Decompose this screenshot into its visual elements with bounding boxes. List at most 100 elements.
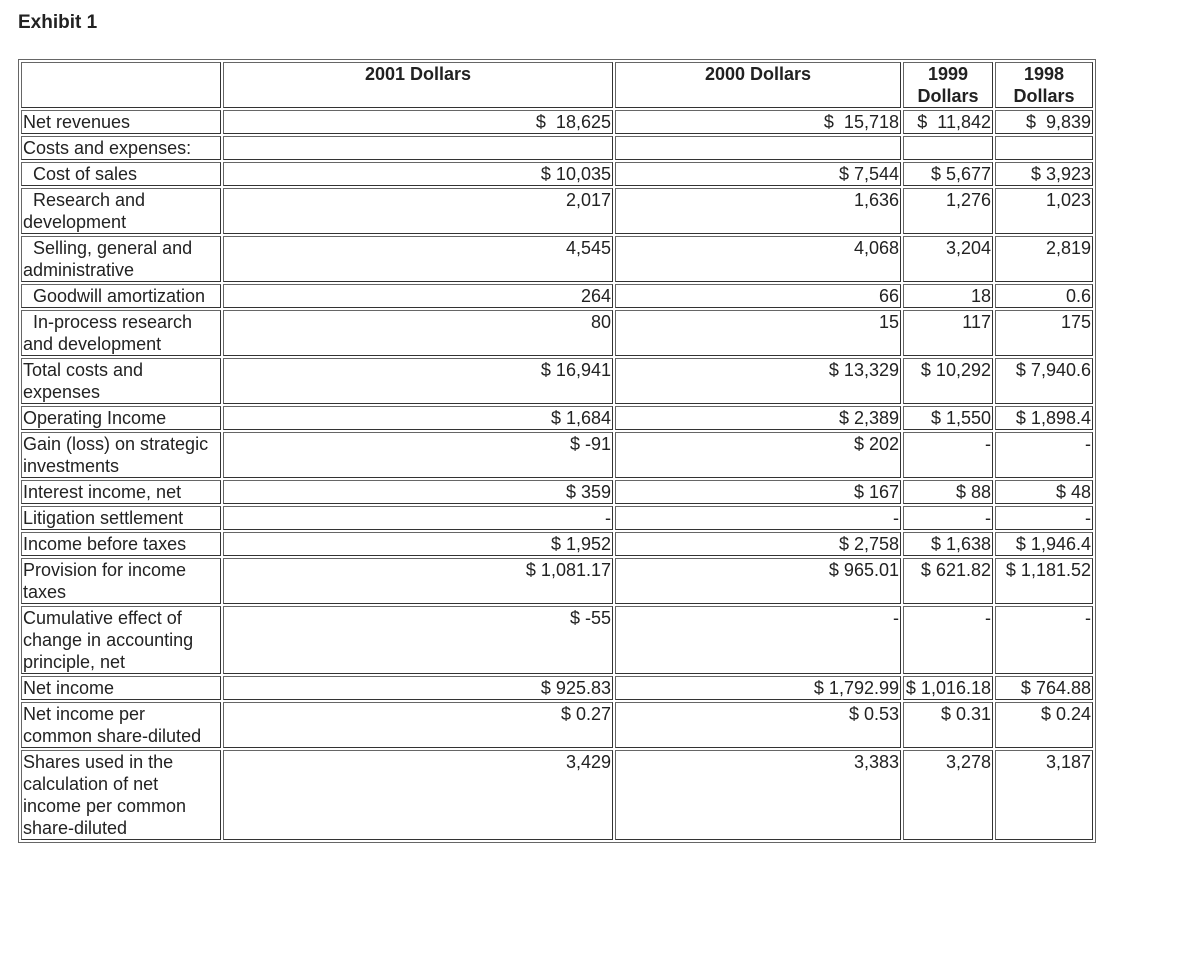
table-row: Litigation settlement - - - - bbox=[21, 506, 1093, 530]
row-label: Selling, general and administrative bbox=[21, 236, 221, 282]
table-row: Net income $ 925.83 $ 1,792.99 $ 1,016.18 $ … bbox=[21, 676, 1093, 700]
cell-2001: - bbox=[223, 506, 613, 530]
cell-2001: $ 10,035 bbox=[223, 162, 613, 186]
row-label: Operating Income bbox=[21, 406, 221, 430]
cell-1998: $ 1,898.4 bbox=[995, 406, 1093, 430]
row-label: Cost of sales bbox=[21, 162, 221, 186]
table-row: Net income per common share-diluted $ 0.2… bbox=[21, 702, 1093, 748]
cell-2000: $ 7,544 bbox=[615, 162, 901, 186]
cell-2001: $ 925.83 bbox=[223, 676, 613, 700]
row-label: Costs and expenses: bbox=[21, 136, 221, 160]
cell-1999: $ 88 bbox=[903, 480, 993, 504]
cell-2000: 4,068 bbox=[615, 236, 901, 282]
cell-2001: 3,429 bbox=[223, 750, 613, 840]
cell-1998: 0.6 bbox=[995, 284, 1093, 308]
cell-1998: 3,187 bbox=[995, 750, 1093, 840]
cell-1999: - bbox=[903, 506, 993, 530]
row-label: Total costs and expenses bbox=[21, 358, 221, 404]
cell-2001: $ 1,952 bbox=[223, 532, 613, 556]
cell-2001: $ 0.27 bbox=[223, 702, 613, 748]
cell-1998: - bbox=[995, 432, 1093, 478]
cell-1998: $ 1,181.52 bbox=[995, 558, 1093, 604]
table-row: Research and development 2,017 1,636 1,276 1… bbox=[21, 188, 1093, 234]
cell-1999: $ 10,292 bbox=[903, 358, 993, 404]
cell-2000: 66 bbox=[615, 284, 901, 308]
cell-1998: $ 764.88 bbox=[995, 676, 1093, 700]
cell-1999: 3,204 bbox=[903, 236, 993, 282]
cell-1999: $ 1,550 bbox=[903, 406, 993, 430]
table-row: Goodwill amortization 264 66 18 0.6 bbox=[21, 284, 1093, 308]
cell-1998: $ 7,940.6 bbox=[995, 358, 1093, 404]
table-row: Total costs and expenses $ 16,941 $ 13,329… bbox=[21, 358, 1093, 404]
row-label: Research and development bbox=[21, 188, 221, 234]
cell-1999: $ 1,638 bbox=[903, 532, 993, 556]
cell-1998: 2,819 bbox=[995, 236, 1093, 282]
cell-2000: $ 15,718 bbox=[615, 110, 901, 134]
row-label: Gain (loss) on strategic investments bbox=[21, 432, 221, 478]
column-header-2001: 2001 Dollars bbox=[223, 62, 613, 108]
cell-2000: $ 1,792.99 bbox=[615, 676, 901, 700]
cell-2000: $ 167 bbox=[615, 480, 901, 504]
column-header-2000: 2000 Dollars bbox=[615, 62, 901, 108]
cell-2001: $ 359 bbox=[223, 480, 613, 504]
table-row: Operating Income $ 1,684 $ 2,389 $ 1,550 $ 1… bbox=[21, 406, 1093, 430]
cell-1998: - bbox=[995, 506, 1093, 530]
cell-2001 bbox=[223, 136, 613, 160]
cell-1998: 1,023 bbox=[995, 188, 1093, 234]
cell-1998: $ 0.24 bbox=[995, 702, 1093, 748]
cell-2001: 4,545 bbox=[223, 236, 613, 282]
table-row: Cumulative effect of change in accountin… bbox=[21, 606, 1093, 674]
cell-1999 bbox=[903, 136, 993, 160]
cell-2001: $ -91 bbox=[223, 432, 613, 478]
cell-2000: $ 202 bbox=[615, 432, 901, 478]
row-label: Cumulative effect of change in accountin… bbox=[21, 606, 221, 674]
cell-1999: $ 5,677 bbox=[903, 162, 993, 186]
cell-1999: 1,276 bbox=[903, 188, 993, 234]
row-label: Net income per common share-diluted bbox=[21, 702, 221, 748]
cell-2000: $ 2,758 bbox=[615, 532, 901, 556]
table-row: Income before taxes $ 1,952 $ 2,758 $ 1,638… bbox=[21, 532, 1093, 556]
cell-1999: $ 11,842 bbox=[903, 110, 993, 134]
cell-1999: $ 0.31 bbox=[903, 702, 993, 748]
table-row: Interest income, net $ 359 $ 167 $ 88 $ 48 bbox=[21, 480, 1093, 504]
cell-2000: 1,636 bbox=[615, 188, 901, 234]
cell-2000: 3,383 bbox=[615, 750, 901, 840]
cell-2000: $ 965.01 bbox=[615, 558, 901, 604]
row-label: Net revenues bbox=[21, 110, 221, 134]
table-row: Costs and expenses: bbox=[21, 136, 1093, 160]
column-header-1999: 1999 Dollars bbox=[903, 62, 993, 108]
header-row: 2001 Dollars 2000 Dollars 1999 Dollars 1… bbox=[21, 62, 1093, 108]
cell-2000: - bbox=[615, 506, 901, 530]
table-row: Provision for income taxes $ 1,081.17 $ 96… bbox=[21, 558, 1093, 604]
table-row: Cost of sales $ 10,035 $ 7,544 $ 5,677 $ 3,9… bbox=[21, 162, 1093, 186]
cell-1999: 3,278 bbox=[903, 750, 993, 840]
cell-1998: 175 bbox=[995, 310, 1093, 356]
cell-2000: $ 13,329 bbox=[615, 358, 901, 404]
row-label: Shares used in the calculation of net in… bbox=[21, 750, 221, 840]
cell-1998: $ 48 bbox=[995, 480, 1093, 504]
cell-1999: $ 621.82 bbox=[903, 558, 993, 604]
table-row: Gain (loss) on strategic investments $ -9… bbox=[21, 432, 1093, 478]
cell-1998 bbox=[995, 136, 1093, 160]
column-header-label bbox=[21, 62, 221, 108]
cell-1999: $ 1,016.18 bbox=[903, 676, 993, 700]
row-label: Litigation settlement bbox=[21, 506, 221, 530]
cell-2001: $ 1,684 bbox=[223, 406, 613, 430]
table-row: Selling, general and administrative 4,545… bbox=[21, 236, 1093, 282]
table-row: Shares used in the calculation of net in… bbox=[21, 750, 1093, 840]
cell-1999: 18 bbox=[903, 284, 993, 308]
exhibit-title: Exhibit 1 bbox=[18, 12, 98, 33]
cell-2000: $ 2,389 bbox=[615, 406, 901, 430]
cell-2000 bbox=[615, 136, 901, 160]
cell-1998: $ 1,946.4 bbox=[995, 532, 1093, 556]
cell-2000: 15 bbox=[615, 310, 901, 356]
cell-2000: - bbox=[615, 606, 901, 674]
table-row: Net revenues $ 18,625 $ 15,718 $ 11,842 $ 9,… bbox=[21, 110, 1093, 134]
cell-1999: 117 bbox=[903, 310, 993, 356]
row-label: In-process research and development bbox=[21, 310, 221, 356]
cell-1999: - bbox=[903, 432, 993, 478]
cell-2001: 2,017 bbox=[223, 188, 613, 234]
cell-2000: $ 0.53 bbox=[615, 702, 901, 748]
cell-2001: 264 bbox=[223, 284, 613, 308]
cell-2001: 80 bbox=[223, 310, 613, 356]
